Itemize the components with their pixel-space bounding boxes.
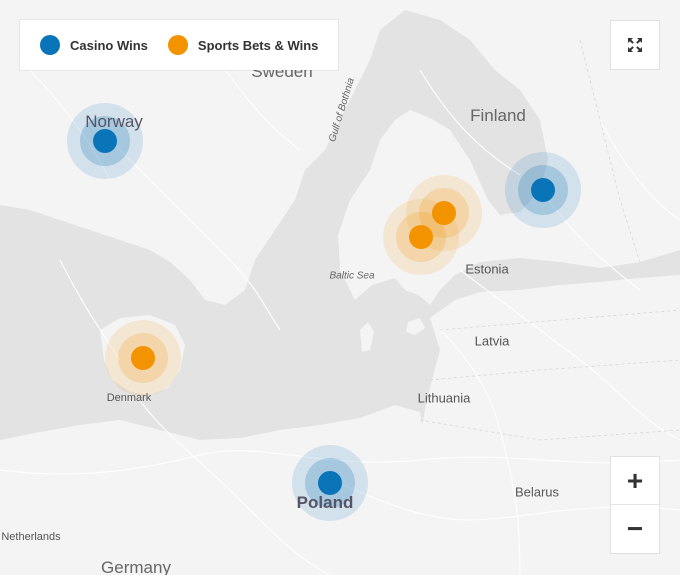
marker-dot	[531, 178, 555, 202]
legend-swatch-sports	[167, 35, 188, 55]
marker-dot	[432, 201, 456, 225]
label-finland: Finland	[470, 106, 526, 125]
label-belarus: Belarus	[514, 484, 560, 500]
label-estonia: Estonia	[465, 261, 509, 277]
zoom-in-button[interactable]: +	[611, 457, 659, 505]
marker-dot	[93, 129, 117, 153]
label-norway: Norway	[85, 112, 143, 131]
legend-label-casino: Casino Wins	[70, 37, 148, 53]
label-lithuania: Lithuania	[417, 390, 471, 406]
label-denmark: Denmark	[106, 392, 152, 404]
legend-item-casino[interactable]: Casino Wins	[40, 35, 148, 55]
legend-swatch-casino	[40, 35, 60, 55]
label-poland: Poland	[296, 493, 354, 512]
marker-dot	[409, 225, 433, 249]
label-baltic-sea: Baltic Sea	[329, 270, 375, 282]
zoom-out-button[interactable]: −	[611, 505, 659, 553]
label-netherlands: Netherlands	[1, 531, 61, 543]
label-latvia: Latvia	[474, 333, 510, 349]
expand-arrows-icon	[628, 38, 642, 52]
map-legend: Casino Wins Sports Bets & Wins	[20, 20, 339, 70]
label-germany: Germany	[101, 558, 171, 575]
marker-dot	[131, 346, 155, 370]
marker-dot	[318, 471, 342, 495]
plus-icon: +	[626, 464, 644, 496]
zoom-controls: + −	[611, 457, 659, 553]
legend-item-sports[interactable]: Sports Bets & Wins	[167, 35, 319, 55]
legend-label-sports: Sports Bets & Wins	[197, 37, 319, 53]
fullscreen-button[interactable]	[611, 21, 659, 69]
minus-icon: −	[626, 513, 644, 544]
